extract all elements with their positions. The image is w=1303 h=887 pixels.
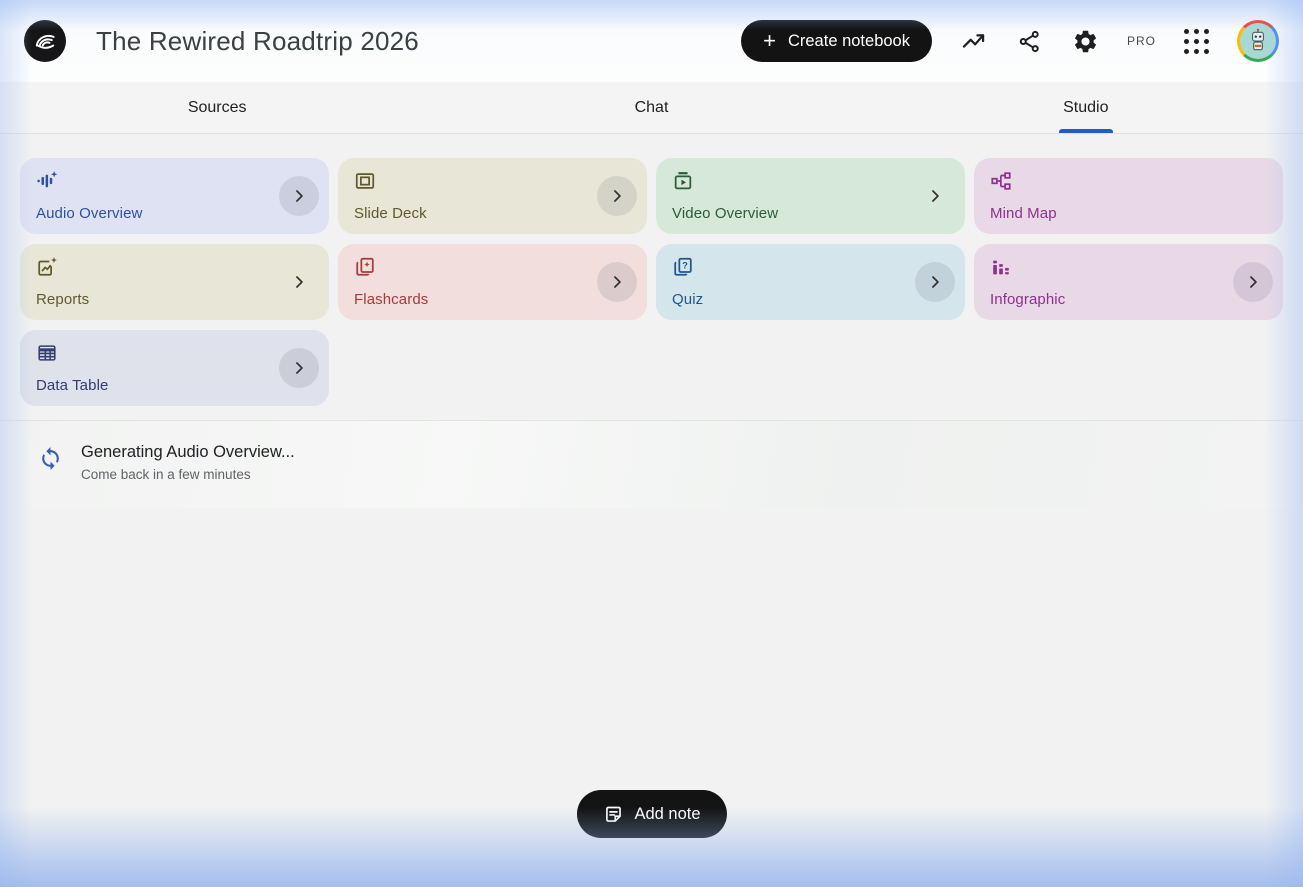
card-label: Audio Overview [36, 205, 143, 222]
tab-sources[interactable]: Sources [0, 82, 434, 133]
tab-studio-label: Studio [1063, 98, 1109, 116]
chevron-right-icon[interactable] [597, 262, 637, 302]
slide-deck-icon [355, 173, 375, 189]
create-notebook-label: Create notebook [787, 31, 910, 50]
card-label: Video Overview [672, 205, 779, 222]
card-video-overview[interactable]: Video Overview [656, 158, 965, 234]
card-label: Quiz [672, 291, 704, 308]
card-reports[interactable]: Reports [20, 244, 329, 320]
notebooklm-logo[interactable] [24, 20, 66, 62]
video-overview-icon [674, 172, 692, 190]
svg-text:?: ? [682, 260, 688, 270]
card-data-table[interactable]: Data Table [20, 330, 329, 406]
card-quiz[interactable]: ? Quiz [656, 244, 965, 320]
card-audio-overview[interactable]: Audio Overview [20, 158, 329, 234]
data-table-icon [38, 345, 56, 361]
mind-map-icon [991, 172, 1011, 190]
card-label: Reports [36, 291, 90, 308]
card-mind-map[interactable]: Mind Map [974, 158, 1283, 234]
add-note-label: Add note [634, 804, 701, 823]
chevron-right-icon[interactable] [1233, 262, 1273, 302]
card-infographic[interactable]: Infographic [974, 244, 1283, 320]
tab-chat-label: Chat [634, 98, 669, 116]
card-label: Data Table [36, 377, 109, 394]
report-sparkle-icon [38, 257, 57, 276]
chevron-right-icon[interactable] [279, 262, 319, 302]
infographic-icon [993, 260, 1009, 275]
chevron-right-icon[interactable] [597, 176, 637, 216]
create-notebook-button[interactable]: + Create notebook [741, 20, 932, 62]
audio-waveform-sparkle-icon [37, 171, 58, 188]
avatar-image [1240, 23, 1276, 59]
app-header: The Rewired Roadtrip 2026 + Create noteb… [0, 0, 1303, 82]
card-label: Flashcards [354, 291, 429, 308]
avatar[interactable] [1237, 20, 1279, 62]
status-title: Generating Audio Overview... [81, 443, 295, 461]
pro-badge: PRO [1126, 34, 1156, 48]
flashcards-icon [356, 257, 374, 276]
share-icon[interactable] [1015, 27, 1044, 56]
tab-studio[interactable]: Studio [869, 82, 1303, 133]
chevron-right-icon[interactable] [279, 348, 319, 388]
card-label: Mind Map [990, 205, 1057, 222]
quiz-icon: ? [674, 257, 692, 276]
plus-icon: + [763, 28, 776, 53]
chevron-right-icon[interactable] [915, 262, 955, 302]
settings-gear-icon[interactable] [1070, 26, 1101, 57]
card-slide-deck[interactable]: Slide Deck [338, 158, 647, 234]
tab-chat[interactable]: Chat [434, 82, 868, 133]
apps-grid-icon[interactable] [1182, 27, 1211, 56]
studio-card-grid: Audio Overview Slide Deck Video Overview [0, 134, 1303, 406]
trending-up-icon[interactable] [958, 26, 989, 57]
tab-active-underline [1058, 129, 1113, 133]
card-label: Slide Deck [354, 205, 427, 222]
notebook-title[interactable]: The Rewired Roadtrip 2026 [96, 25, 419, 56]
panel-tabs: Sources Chat Studio [0, 82, 1303, 134]
card-label: Infographic [990, 291, 1066, 308]
chevron-right-icon[interactable] [279, 176, 319, 216]
card-flashcards[interactable]: Flashcards [338, 244, 647, 320]
add-note-button[interactable]: Add note [576, 790, 727, 838]
status-subtitle: Come back in a few minutes [81, 467, 251, 482]
studio-panel: Audio Overview Slide Deck Video Overview [0, 134, 1303, 508]
sync-icon [38, 446, 63, 476]
tab-sources-label: Sources [187, 98, 247, 116]
note-icon [605, 806, 621, 822]
generation-status: Generating Audio Overview... Come back i… [0, 421, 1303, 508]
chevron-right-icon[interactable] [915, 176, 955, 216]
